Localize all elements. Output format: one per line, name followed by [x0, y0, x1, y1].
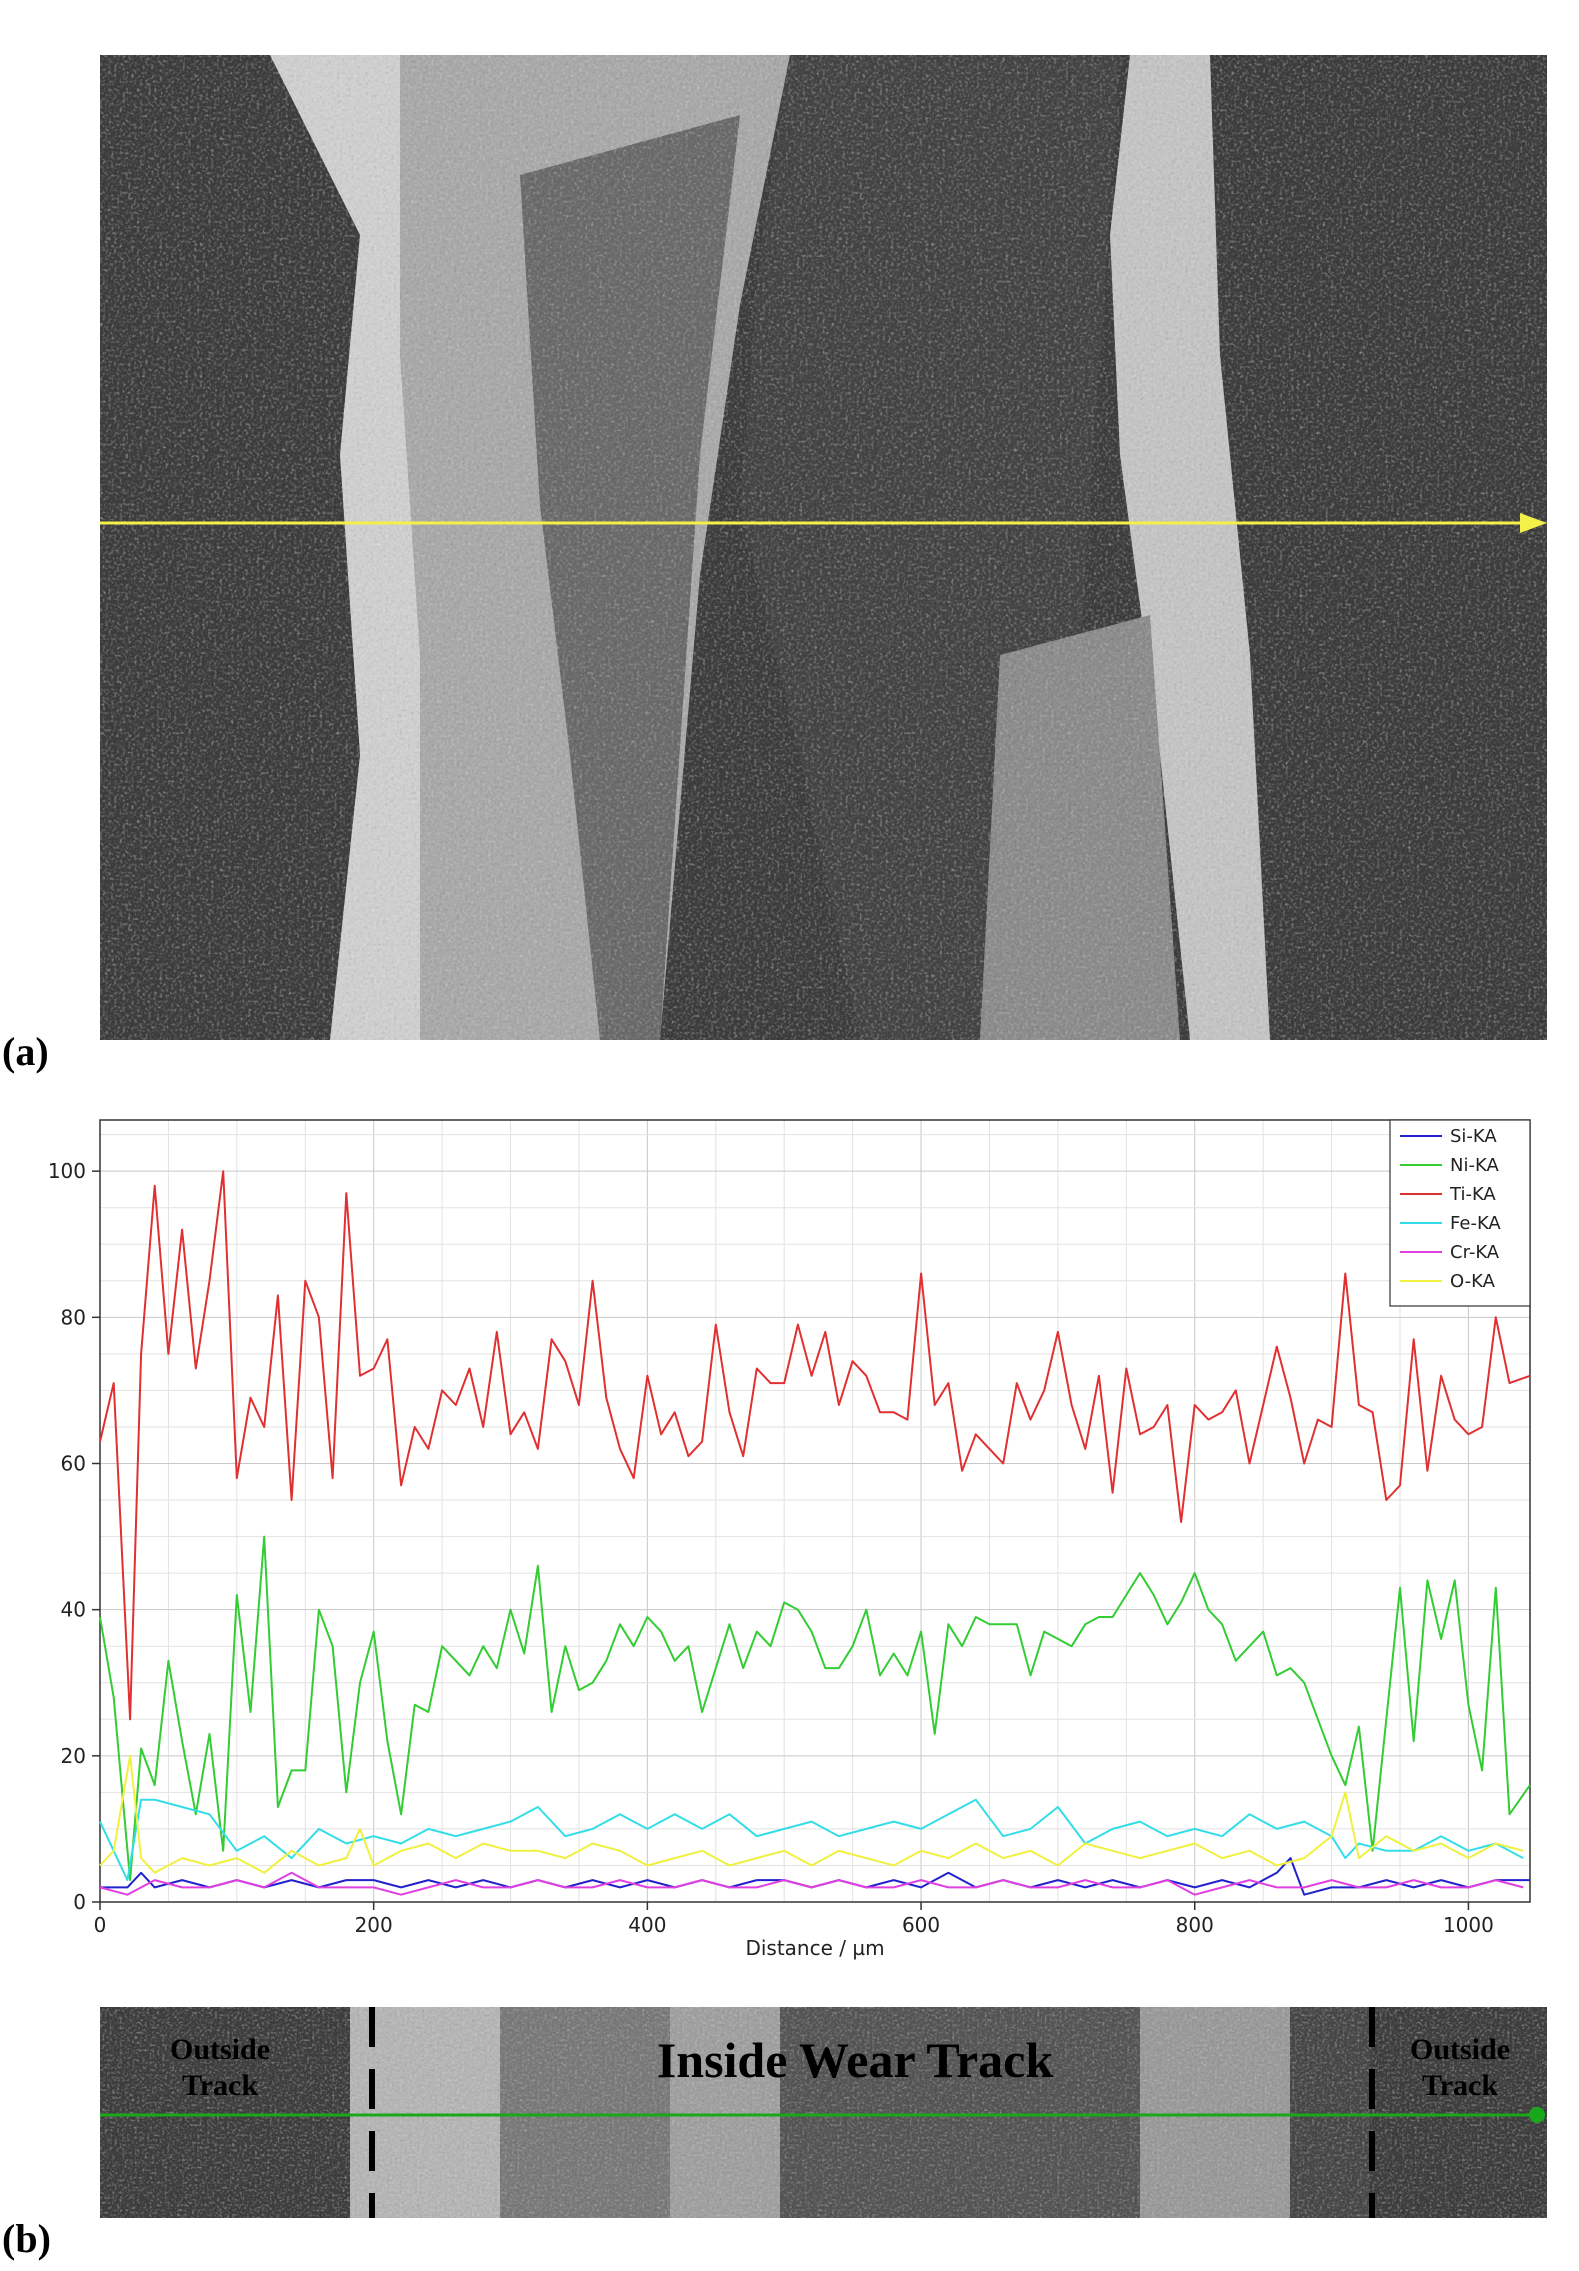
- series-line-fe-ka: [99, 1798, 1524, 1882]
- series-line-ni-ka: [99, 1535, 1531, 1882]
- x-tick-label: 200: [355, 1913, 393, 1937]
- y-tick-label: 80: [61, 1305, 86, 1329]
- legend-box: [1389, 1119, 1531, 1307]
- x-tick-label: 400: [628, 1913, 666, 1937]
- scan-arrow-icon: [1520, 513, 1547, 533]
- series-line-cr-ka: [99, 1871, 1524, 1896]
- outside-track-right-line2: Track: [1422, 2069, 1498, 2102]
- scan-end-marker-icon: [1529, 2107, 1545, 2123]
- y-tick-label: 20: [61, 1744, 86, 1768]
- chart-series: [99, 1170, 1531, 1896]
- legend-label: Si-KA: [1450, 1126, 1497, 1147]
- panel-label-a: (a): [2, 1029, 49, 1074]
- legend-label: Fe-KA: [1450, 1213, 1501, 1234]
- y-tick-label: 100: [48, 1159, 86, 1183]
- outside-track-left-line2: Track: [182, 2069, 258, 2102]
- sem-micrograph-a: [100, 55, 1547, 1040]
- inside-wear-track-label: Inside Wear Track: [657, 2032, 1054, 2088]
- eds-line-chart: 0 200 400 600 800 1000 0 20 40 60 80 100 Distance /…: [48, 1119, 1531, 1960]
- legend-label: Cr-KA: [1450, 1242, 1500, 1263]
- series-line-ti-ka: [99, 1170, 1531, 1721]
- plot-frame: [99, 1119, 1531, 1903]
- legend-label: Ti-KA: [1449, 1184, 1496, 1205]
- x-tick-label: 0: [94, 1913, 107, 1937]
- legend-label: Ni-KA: [1450, 1155, 1499, 1176]
- y-tick-label: 40: [61, 1598, 86, 1622]
- y-tick-label: 0: [73, 1890, 86, 1914]
- panel-label-b: (b): [2, 2216, 51, 2261]
- chart-ticks: 0 200 400 600 800 1000 0 20 40 60 80 100: [48, 1159, 1494, 1937]
- series-line-o-ka: [99, 1754, 1524, 1874]
- x-tick-label: 1000: [1443, 1913, 1494, 1937]
- chart-legend: Si-KA Ni-KA Ti-KA Fe-KA Cr-KA O-KA: [1389, 1119, 1531, 1307]
- x-tick-label: 800: [1176, 1913, 1214, 1937]
- sem-strip-b: Outside Track Inside Wear Track Outside …: [100, 2007, 1547, 2218]
- y-tick-label: 60: [61, 1451, 86, 1475]
- legend-label: O-KA: [1450, 1271, 1496, 1292]
- x-tick-label: 600: [902, 1913, 940, 1937]
- outside-track-right-line1: Outside: [1410, 2033, 1510, 2066]
- outside-track-left-line1: Outside: [170, 2033, 270, 2066]
- x-axis-label: Distance / µm: [745, 1936, 884, 1960]
- chart-grid: [100, 1120, 1530, 1902]
